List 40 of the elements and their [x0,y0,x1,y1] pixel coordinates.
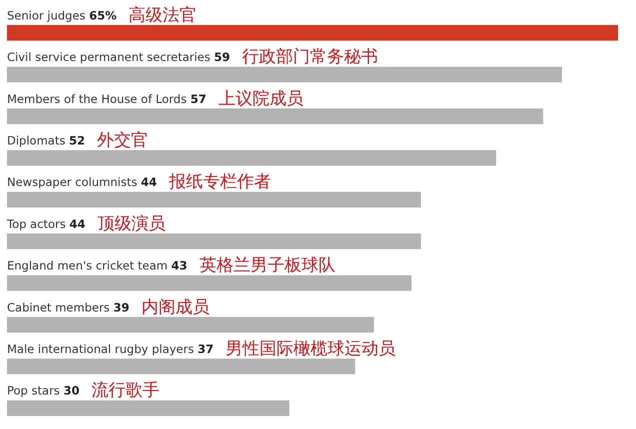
data-label: 44 [140,175,157,190]
bar [7,275,412,291]
bar [7,234,421,250]
y-tick-label: Male international rugby players [7,342,194,356]
data-label: 39 [113,300,130,314]
annotation: 外交官 [96,130,148,150]
data-label: 44 [69,216,86,231]
bar [7,400,290,416]
annotation: 英格兰男子板球队 [199,256,336,276]
y-tick-label: Diplomats [7,133,66,148]
data-label: 52 [68,133,85,148]
data-label: 57 [190,92,206,106]
bar [7,150,496,166]
annotation: 男性国际橄榄球运动员 [226,338,396,359]
y-tick-label: Civil service permanent secretaries [7,50,210,64]
y-tick-label: Newspaper columnists [7,175,138,190]
y-tick-label: Members of the House of Lords [7,92,187,106]
annotation: 流行歌手 [91,380,160,401]
data-label: 37 [198,342,214,356]
annotation: 报纸专栏作者 [168,172,271,192]
bar [7,316,374,333]
y-tick-label: Senior judges [7,8,86,22]
y-tick-label: England men's cricket team [7,258,168,273]
annotation: 内阁成员 [141,297,210,318]
data-label: 43 [171,258,188,273]
y-tick-label: Pop stars [7,384,60,398]
annotation: 高级法官 [128,5,197,26]
y-tick-label: Top actors [6,216,66,231]
data-label: 65% [89,8,118,22]
bar [7,108,544,124]
bar [7,192,421,208]
bar [7,66,562,82]
bar [7,25,618,41]
y-tick-label: Cabinet members [7,300,110,314]
annotation: 上议院成员 [218,88,304,109]
data-label: 30 [63,384,80,398]
annotation: 顶级演员 [97,214,166,234]
annotation: 行政部门常务秘书 [242,47,378,68]
data-label: 59 [214,50,230,64]
bar [7,358,356,374]
